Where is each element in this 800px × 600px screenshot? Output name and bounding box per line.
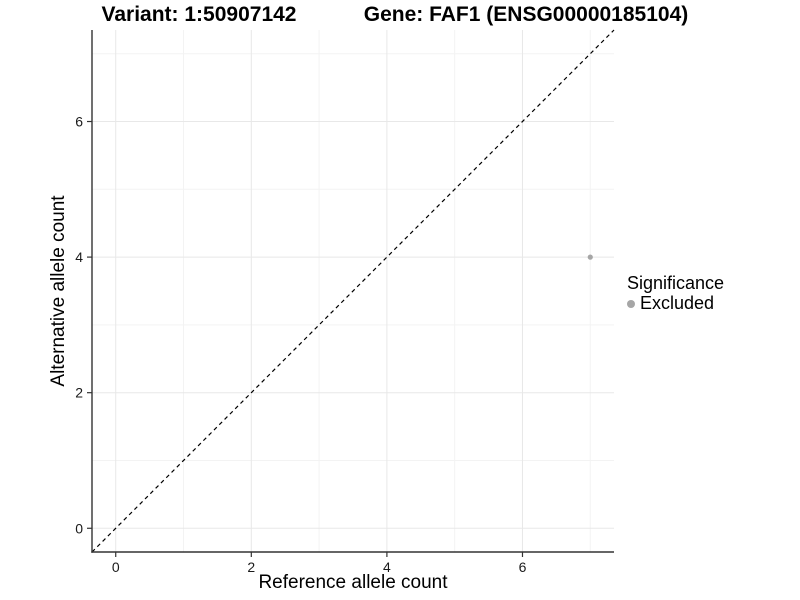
data-point	[587, 254, 593, 260]
variant-title: Variant: 1:50907142	[101, 3, 297, 26]
y-tick-label: 0	[75, 520, 83, 536]
y-axis-title: Alternative allele count	[48, 195, 69, 387]
y-tick-label: 2	[75, 385, 83, 401]
identity-dashed-line	[91, 29, 615, 553]
legend-item-excluded: Excluded	[627, 294, 724, 313]
legend-item-label: Excluded	[640, 293, 715, 313]
x-tick-label: 0	[112, 559, 120, 575]
legend-title: Significance	[627, 273, 725, 293]
y-tick-label: 4	[75, 249, 83, 265]
y-tick-label: 6	[75, 114, 83, 130]
x-axis-title: Reference allele count	[258, 572, 448, 593]
gene-title: Gene: FAF1 (ENSG00000185104)	[363, 3, 689, 26]
x-tick-label: 4	[383, 559, 391, 575]
excluded-point-icon	[627, 299, 635, 308]
legend: Significance Excluded	[627, 274, 724, 313]
x-tick-label: 6	[519, 559, 527, 575]
x-tick-label: 2	[247, 559, 255, 575]
